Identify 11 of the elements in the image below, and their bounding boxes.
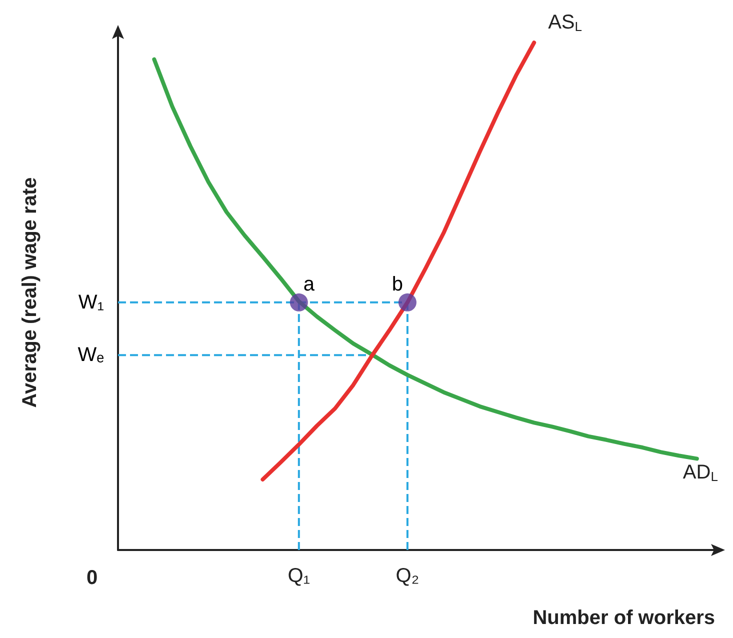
annotation: b: [392, 273, 404, 296]
series-label: ASL: [548, 12, 582, 34]
x-axis-title: Number of workers: [532, 607, 715, 629]
text: 0: [86, 567, 98, 589]
y-axis-title: Average (real) wage rate: [19, 177, 41, 408]
series-label: ADL: [682, 462, 718, 484]
x-tick-label: Q₁: [288, 565, 310, 587]
x-tick-label: Q₂: [396, 565, 420, 587]
annotation: a: [303, 273, 316, 296]
ref-line-label: W₁: [78, 291, 104, 314]
ref-line-label: Wₑ: [78, 344, 104, 366]
